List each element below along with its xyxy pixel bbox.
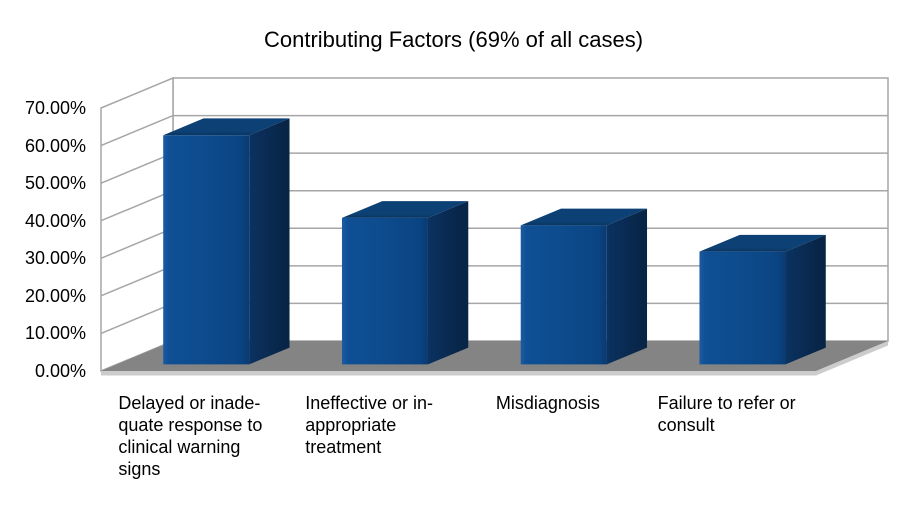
bar-front-face	[520, 225, 607, 365]
y-axis-label: 40.00%	[24, 210, 86, 231]
y-axis-label: 50.00%	[24, 173, 86, 194]
bar-front-face	[341, 217, 428, 365]
grid-line-left-wall	[100, 227, 174, 259]
grid-line-left-wall	[100, 265, 174, 297]
bar-front-face	[163, 135, 250, 365]
chart-title: Contributing Factors (69% of all cases)	[263, 27, 644, 52]
category-label: Delayed or inade- quate response to clin…	[118, 393, 263, 479]
y-axis-label: 10.00%	[24, 323, 86, 344]
bar-side-face	[249, 118, 290, 365]
bar-front-face	[699, 251, 786, 365]
bar-3	[520, 208, 648, 365]
grid-line-left-wall	[100, 190, 174, 222]
bar-4	[699, 234, 826, 365]
y-axis-label: 30.00%	[24, 248, 86, 269]
floor-front-edge	[101, 371, 816, 376]
y-axis-label: 20.00%	[24, 285, 86, 306]
grid-line-left-wall	[100, 152, 174, 184]
grid-line-left-wall	[100, 302, 174, 335]
bar-1	[163, 118, 290, 365]
bar-side-face	[427, 201, 469, 365]
bar-top-face	[163, 118, 290, 136]
y-axis-label: 70.00%	[24, 98, 86, 118]
left-wall	[100, 76, 174, 373]
y-axis-label: 60.00%	[24, 135, 86, 156]
grid-line-left-wall	[100, 114, 174, 147]
floor	[101, 341, 888, 371]
y-axis-label: 0.00%	[34, 361, 86, 381]
bar-top-face	[341, 201, 469, 218]
bar-side-face	[606, 208, 648, 365]
bar-top-face	[520, 208, 648, 226]
bar-2	[341, 201, 469, 365]
category-label: Ineffective or in- appropriate treatment	[305, 393, 433, 457]
category-label: Misdiagnosis	[495, 393, 600, 413]
bar-side-face	[785, 234, 826, 365]
floor-right-edge	[816, 341, 888, 376]
category-label: Failure to refer or consult	[657, 393, 796, 435]
bar-top-face	[699, 234, 826, 252]
